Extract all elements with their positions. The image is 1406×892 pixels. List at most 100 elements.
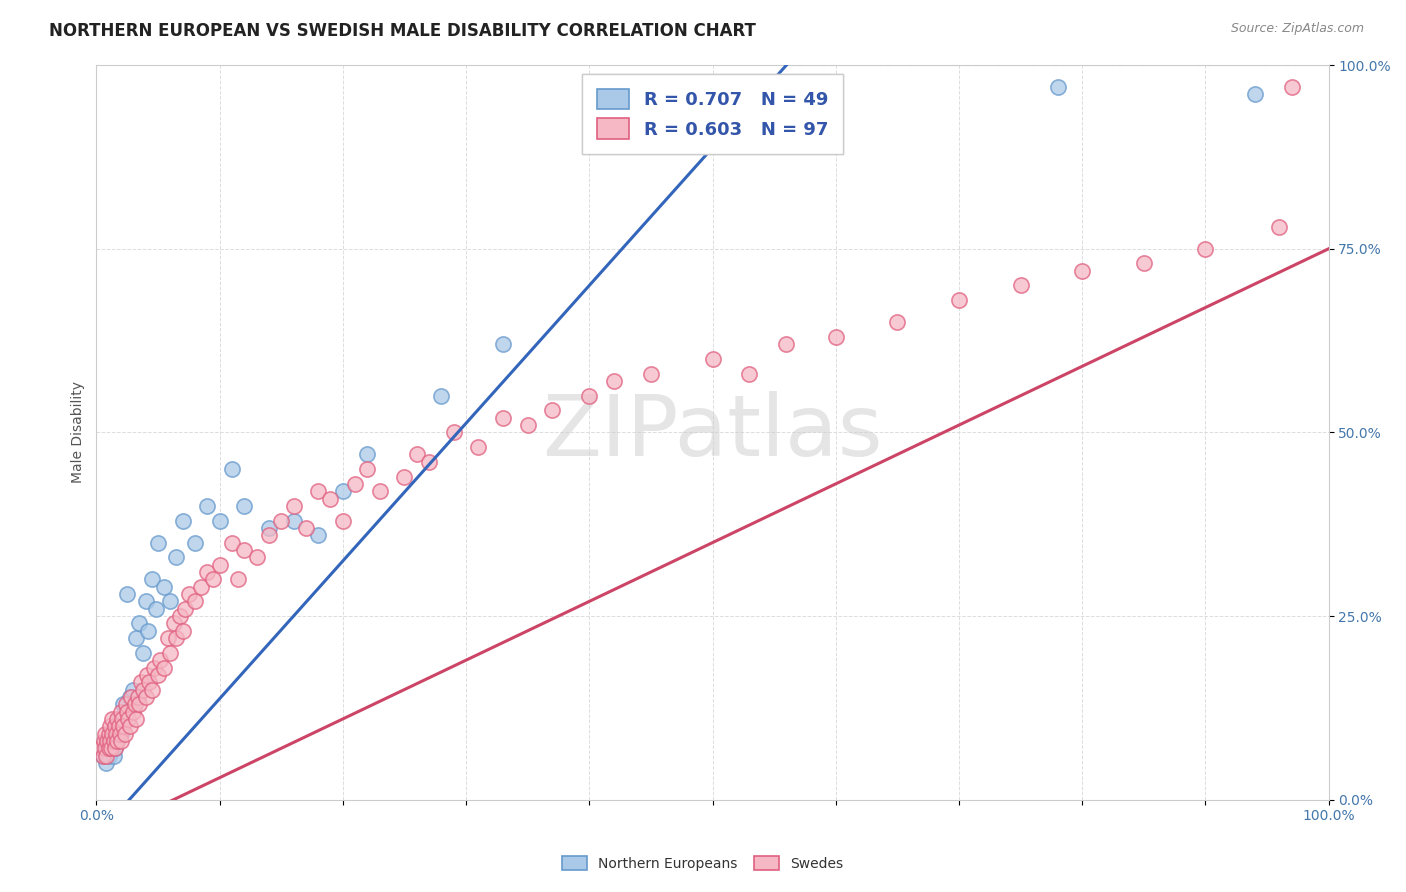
Point (307, 484, 329, 499)
Point (96, 756, 118, 770)
Point (124, 698, 146, 712)
Point (146, 535, 169, 549)
Point (110, 726, 132, 740)
Point (233, 543, 256, 558)
Point (163, 616, 186, 631)
Point (283, 514, 305, 528)
Point (233, 499, 256, 513)
Point (122, 705, 145, 719)
Point (105, 734, 128, 748)
Point (1268, 219, 1291, 234)
Point (125, 631, 148, 645)
Point (202, 573, 225, 587)
Point (122, 682, 145, 697)
Point (128, 698, 150, 712)
Point (948, 293, 970, 308)
Point (111, 712, 134, 726)
Point (110, 705, 132, 719)
Point (738, 367, 761, 381)
Point (135, 668, 157, 682)
Point (257, 528, 280, 542)
Point (128, 616, 150, 631)
Point (132, 646, 155, 660)
Point (1046, 80, 1069, 95)
Point (114, 726, 136, 740)
Point (94, 726, 117, 740)
Point (405, 447, 427, 461)
Point (110, 734, 132, 748)
Point (112, 719, 135, 733)
Point (153, 580, 176, 594)
Point (101, 726, 124, 740)
Point (221, 535, 243, 549)
Legend: R = 0.707   N = 49, R = 0.603   N = 97: R = 0.707 N = 49, R = 0.603 N = 97 (582, 74, 842, 153)
Point (165, 631, 187, 645)
Point (541, 403, 564, 417)
Point (107, 712, 129, 726)
Point (156, 631, 179, 645)
Point (93, 734, 115, 748)
Point (104, 719, 127, 733)
Point (195, 565, 218, 579)
Point (104, 741, 127, 756)
Point (127, 690, 149, 704)
Point (418, 455, 440, 469)
Point (135, 690, 157, 704)
Point (332, 514, 354, 528)
Y-axis label: Male Disability: Male Disability (72, 382, 86, 483)
Point (105, 712, 128, 726)
Point (184, 594, 207, 608)
Point (165, 550, 187, 565)
Point (97, 741, 120, 756)
Point (356, 447, 378, 461)
Point (184, 535, 207, 549)
Point (104, 726, 127, 740)
Text: ZIPatlas: ZIPatlas (543, 391, 883, 474)
Point (108, 726, 131, 740)
Point (94, 741, 117, 756)
Point (295, 521, 318, 535)
Point (208, 558, 231, 572)
Point (141, 573, 163, 587)
Point (145, 601, 167, 615)
Point (195, 499, 218, 513)
Point (169, 609, 191, 624)
Point (91, 748, 114, 763)
Point (105, 719, 128, 733)
Point (132, 682, 155, 697)
Point (103, 748, 125, 763)
Point (516, 418, 538, 433)
Point (190, 580, 212, 594)
Point (159, 594, 181, 608)
Point (120, 690, 142, 704)
Point (270, 514, 292, 528)
Point (107, 719, 129, 733)
Point (1243, 87, 1265, 102)
Point (117, 712, 139, 726)
Point (125, 712, 148, 726)
Point (91, 748, 114, 763)
Point (283, 499, 305, 513)
Point (97, 734, 120, 748)
Point (107, 726, 129, 740)
Point (96, 734, 118, 748)
Point (104, 741, 127, 756)
Point (1133, 256, 1156, 270)
Point (356, 462, 378, 476)
Point (430, 389, 453, 403)
Point (105, 726, 128, 740)
Point (118, 690, 141, 704)
Point (159, 646, 181, 660)
Point (111, 712, 134, 726)
Text: Source: ZipAtlas.com: Source: ZipAtlas.com (1230, 22, 1364, 36)
Point (98, 726, 121, 740)
Point (368, 484, 391, 499)
Point (394, 469, 416, 483)
Point (603, 374, 626, 388)
Point (108, 719, 131, 733)
Point (118, 719, 141, 733)
Text: NORTHERN EUROPEAN VS SWEDISH MALE DISABILITY CORRELATION CHART: NORTHERN EUROPEAN VS SWEDISH MALE DISABI… (49, 22, 756, 40)
Point (1071, 264, 1094, 278)
Point (101, 712, 124, 726)
Point (177, 587, 200, 601)
